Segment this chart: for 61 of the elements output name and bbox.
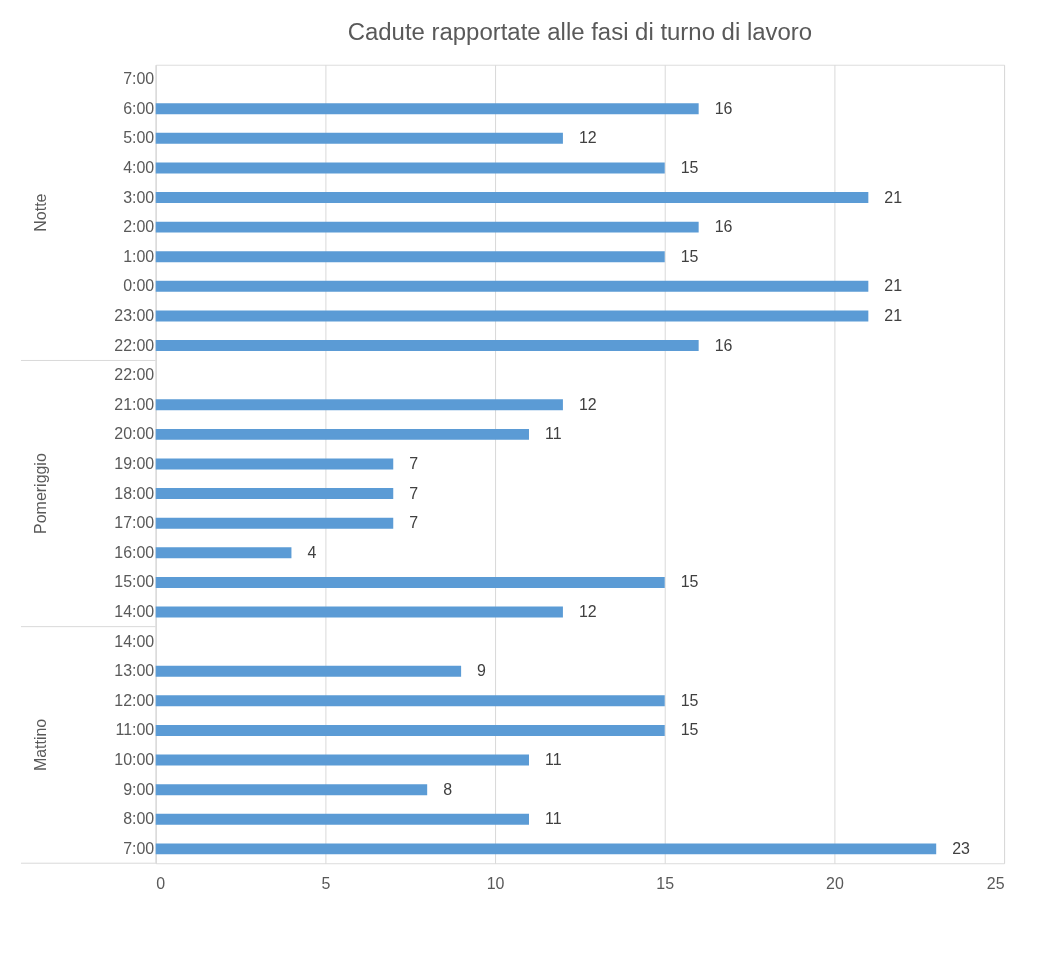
data-label: 21: [884, 188, 903, 206]
y-tick-label: 22:00: [114, 366, 155, 384]
y-tick-label: 12:00: [114, 691, 155, 709]
y-tick-label: 23:00: [114, 306, 155, 324]
x-tick-label: 20: [826, 874, 844, 892]
y-tick-label: 21:00: [114, 395, 155, 413]
data-label: 15: [680, 158, 699, 176]
data-label: 16: [714, 99, 733, 117]
y-tick-label: 13:00: [114, 662, 155, 680]
data-label: 12: [578, 129, 597, 147]
data-label: 21: [884, 306, 903, 324]
y-tick-label: 7:00: [123, 70, 155, 88]
data-label: 16: [714, 336, 733, 354]
text: Pomeriggio: [31, 453, 49, 534]
y-tick-label: 8:00: [123, 810, 155, 828]
data-label: 23: [952, 839, 971, 857]
y-tick-label: 0:00: [123, 277, 155, 295]
y-tick-label: 16:00: [114, 543, 155, 561]
y-tick-label: 6:00: [123, 99, 155, 117]
y-tick-label: 5:00: [123, 129, 155, 147]
x-tick-label: 15: [656, 874, 675, 892]
data-label: 11: [544, 810, 562, 828]
text: Notte: [31, 193, 49, 232]
data-label: 7: [409, 514, 419, 532]
y-tick-label: 14:00: [114, 603, 155, 620]
x-tick-label: 5: [321, 874, 331, 892]
data-label: 16: [714, 218, 733, 236]
y-tick-label: 9:00: [123, 780, 155, 798]
data-label: 7: [409, 454, 419, 472]
data-label: 8: [443, 780, 453, 798]
chart-title: Cadute rapportate alle fasi di turno di lavoro: [347, 17, 813, 45]
y-tick-label: 15:00: [114, 573, 155, 591]
data-label: 11: [544, 751, 562, 769]
y-tick-label: 18:00: [114, 484, 155, 502]
y-tick-label: 17:00: [114, 514, 155, 532]
data-label: 15: [680, 721, 699, 739]
y-tick-label: 20:00: [114, 425, 155, 443]
data-label: 9: [477, 662, 487, 680]
y-tick-label: 4:00: [123, 158, 155, 176]
data-label: 15: [680, 573, 699, 591]
y-tick-label: 22:00: [114, 336, 155, 354]
data-label: 7: [409, 484, 419, 502]
text: Mattino: [31, 718, 49, 772]
y-tick-label: 11:00: [115, 721, 155, 739]
data-label: 12: [578, 395, 597, 413]
y-tick-label: 2:00: [123, 218, 155, 236]
x-tick-label: 10: [486, 874, 505, 892]
data-label: 21: [884, 277, 903, 295]
y-tick-label: 10:00: [114, 751, 155, 769]
y-tick-label: 1:00: [123, 247, 155, 265]
y-tick-label: 19:00: [114, 454, 155, 472]
y-tick-label: 7:00: [123, 839, 155, 857]
x-tick-label: 25: [986, 874, 1005, 892]
data-label: 15: [680, 247, 699, 265]
data-label: 15: [680, 691, 699, 709]
x-tick-label: 0: [156, 874, 166, 892]
y-tick-label: 14:00: [114, 632, 155, 650]
y-tick-label: 3:00: [123, 188, 155, 206]
data-label: 11: [544, 425, 562, 443]
data-label: 4: [307, 543, 317, 561]
data-label: 12: [578, 603, 597, 620]
